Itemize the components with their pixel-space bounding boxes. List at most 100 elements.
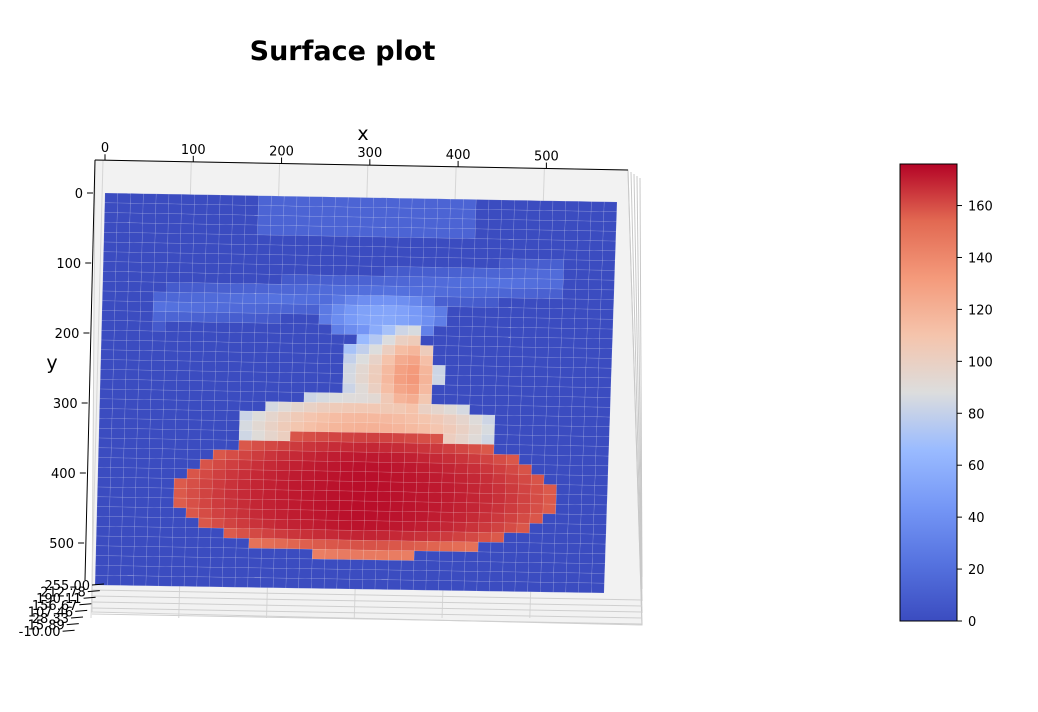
surface-cell	[370, 305, 384, 316]
surface-cell	[596, 426, 610, 437]
surface-cell	[294, 254, 309, 266]
surface-cell	[478, 512, 493, 523]
surface-cell	[586, 338, 600, 349]
surface-cell	[160, 507, 174, 518]
z-ticks: 255.00212.78190.11156.67107.4628.3315.89…	[19, 579, 105, 640]
surface-cell	[120, 575, 134, 586]
surface-cell	[467, 453, 482, 465]
surface-cell	[460, 287, 474, 298]
surface-cell	[404, 432, 419, 444]
surface-cell	[330, 363, 344, 374]
surface-cell	[407, 344, 421, 356]
y-axis-label: y	[46, 352, 57, 374]
surface-cell	[511, 287, 525, 299]
surface-cell	[288, 460, 303, 471]
surface-cell	[319, 284, 334, 296]
surface-cell	[176, 380, 190, 391]
surface-cell	[594, 465, 609, 476]
surface-cell	[396, 266, 411, 277]
surface-cell	[454, 463, 469, 474]
surface-cell	[253, 371, 267, 383]
surface-cell	[260, 577, 274, 589]
surface-cell	[264, 411, 279, 422]
surface-cell	[370, 275, 385, 287]
surface-cell	[413, 570, 427, 581]
surface-cell	[542, 523, 556, 534]
surface-cell	[147, 516, 161, 528]
surface-cell	[236, 528, 250, 539]
surface-cell	[134, 516, 148, 528]
surface-cell	[103, 251, 117, 263]
surface-cell	[124, 428, 138, 439]
surface-cell	[408, 315, 422, 327]
surface-cell	[504, 503, 518, 514]
z-tick-label: 190.11	[36, 592, 82, 607]
surface-cell	[466, 502, 480, 514]
surface-cell	[273, 567, 287, 579]
surface-cell	[338, 510, 353, 521]
surface-cell	[377, 471, 392, 483]
surface-cell	[178, 311, 192, 323]
surface-cell	[148, 458, 163, 469]
surface-cell	[494, 414, 509, 426]
surface-cell	[334, 196, 349, 208]
y-axis-line	[84, 159, 96, 581]
surface-cell	[371, 265, 385, 277]
surface-cell	[228, 341, 242, 353]
surface-cell	[368, 354, 383, 365]
surface-cell	[250, 479, 264, 490]
surface-cell	[210, 547, 224, 558]
surface-cell	[268, 283, 282, 295]
surface-cell	[326, 470, 341, 482]
surface-cell	[273, 548, 288, 559]
surface-cell	[366, 442, 380, 453]
surface-cell	[117, 192, 131, 204]
surface-cell	[422, 276, 436, 288]
surface-cell	[478, 532, 492, 543]
surface-cell	[339, 480, 353, 492]
surface-cell	[557, 435, 572, 446]
surface-cell	[112, 369, 127, 380]
surface-cell	[489, 571, 504, 582]
surface-cell	[125, 359, 140, 371]
surface-cell	[301, 480, 315, 491]
surface-cell	[96, 525, 110, 537]
surface-cell	[337, 549, 351, 560]
surface-cell	[414, 540, 428, 552]
surface-cell	[534, 366, 548, 378]
surface-cell	[480, 453, 495, 465]
surface-cell	[599, 328, 614, 340]
surface-cell	[586, 328, 601, 339]
surface-cell	[277, 430, 291, 442]
z-tick-mark	[62, 629, 75, 632]
surface-cell	[155, 213, 169, 224]
surface-cell	[479, 492, 493, 504]
surface-cell	[276, 450, 291, 461]
surface-cell	[421, 306, 435, 317]
surface-cell	[489, 561, 504, 573]
surface-cell	[283, 215, 297, 226]
surface-cell	[404, 442, 418, 454]
surface-cell	[521, 376, 535, 387]
surface-cell	[340, 441, 355, 453]
surface-cell	[458, 326, 473, 337]
surface-cell	[275, 470, 290, 481]
surface-cell	[479, 483, 494, 494]
surface-cell	[367, 393, 382, 404]
surface-cell	[108, 526, 123, 537]
surface-cell	[161, 458, 175, 469]
surface-cell	[396, 285, 410, 297]
surface-cell	[244, 214, 259, 226]
surface-cell	[520, 385, 535, 397]
surface-cell	[330, 353, 344, 364]
x-tick-label: 100	[181, 143, 206, 158]
surface-cell	[153, 281, 167, 293]
surface-cell	[121, 506, 136, 518]
surface-cell	[164, 350, 178, 362]
surface-cell	[576, 259, 590, 271]
surface-cell	[266, 362, 280, 373]
surface-cell	[603, 201, 618, 213]
surface-cell	[411, 207, 425, 219]
surface-cell	[251, 440, 265, 451]
surface-cell	[601, 269, 615, 281]
